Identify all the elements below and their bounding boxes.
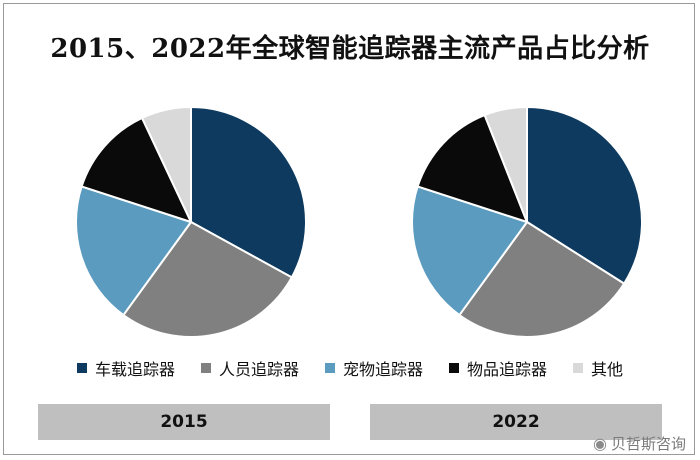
slice-vehicle [190,105,307,279]
slice-item [80,116,193,224]
pie-2022 [411,105,643,338]
slice-other [483,105,528,223]
legend-swatch [573,363,584,373]
legend-item-pet: 宠物追踪器 [324,356,423,380]
legend-swatch [449,363,459,373]
slice-pet [411,185,529,317]
slice-item [416,113,529,224]
legend-item-item: 物品追踪器 [449,356,547,380]
legend-swatch [324,363,335,373]
watermark-text: 贝哲斯咨询 [610,435,686,453]
year-label-2022: 2022 [370,404,662,440]
legend-label: 车载追踪器 [94,360,175,379]
weibo-icon: ◉ [593,434,607,453]
legend-label: 物品追踪器 [467,360,548,379]
legend-swatch [76,363,87,373]
legend-swatch [200,363,211,373]
chart-title: 2015、2022年全球智能追踪器主流产品占比分析 [50,34,650,64]
legend-item-person: 人员追踪器 [200,356,299,380]
slice-other [140,105,192,223]
watermark: ◉ 贝哲斯咨询 [593,433,686,454]
chart-frame [3,3,695,455]
legend-item-other: 其他 [573,356,623,380]
slice-person [122,220,294,338]
pie-2015 [75,105,307,338]
legend-item-vehicle: 车载追踪器 [76,356,175,380]
legend-label: 人员追踪器 [218,360,299,379]
legend-label: 宠物追踪器 [342,360,423,379]
legend-label: 其他 [591,360,624,379]
legend: 车载追踪器 人员追踪器 宠物追踪器 物品追踪器 其他 [0,356,700,380]
slice-person [458,220,626,338]
slice-pet [75,185,193,317]
year-label-2015: 2015 [38,404,330,440]
